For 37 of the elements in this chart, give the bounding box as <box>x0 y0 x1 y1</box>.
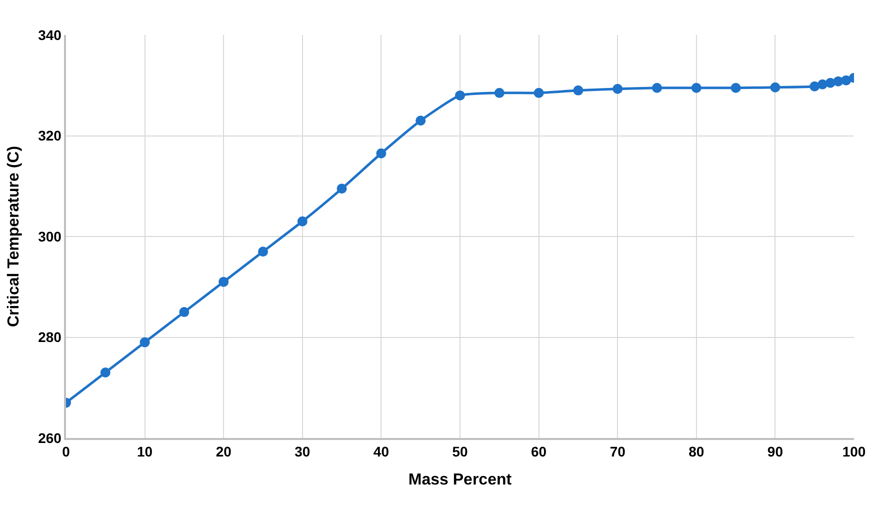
y-tick-label: 340 <box>38 26 62 43</box>
x-tick-label: 100 <box>842 444 866 460</box>
x-tick-label: 70 <box>610 444 626 460</box>
x-tick-label: 80 <box>688 444 704 460</box>
x-tick-label: 20 <box>216 444 232 460</box>
point <box>494 88 504 98</box>
point <box>841 75 852 86</box>
x-tick-label: 40 <box>373 444 390 460</box>
point <box>455 90 465 100</box>
point <box>297 216 308 226</box>
point <box>336 184 347 194</box>
y-tick-label: 300 <box>38 228 62 244</box>
x-tick-label: 30 <box>294 444 310 460</box>
x-tick-label: 10 <box>137 444 153 460</box>
y-tick-label: 320 <box>38 128 62 144</box>
y-tick-label: 280 <box>38 329 62 346</box>
point <box>218 276 229 287</box>
x-tick-label: 60 <box>531 444 547 460</box>
x-tick-label: 90 <box>767 444 784 460</box>
x-tick-label: 0 <box>62 444 70 460</box>
point <box>258 246 268 257</box>
point <box>100 368 110 378</box>
point <box>573 85 584 96</box>
point <box>534 88 544 98</box>
point <box>179 307 190 318</box>
point <box>416 116 426 126</box>
y-axis-title: Critical Temperature (C) <box>5 146 22 328</box>
point <box>730 82 741 93</box>
y-tick-label: 260 <box>38 430 62 446</box>
point <box>140 337 150 348</box>
x-tick-label: 50 <box>452 444 468 460</box>
point <box>770 82 780 92</box>
x-axis-title: Mass Percent <box>408 472 512 489</box>
point <box>612 84 623 94</box>
point <box>652 82 662 93</box>
point <box>691 82 702 93</box>
point <box>376 148 386 158</box>
